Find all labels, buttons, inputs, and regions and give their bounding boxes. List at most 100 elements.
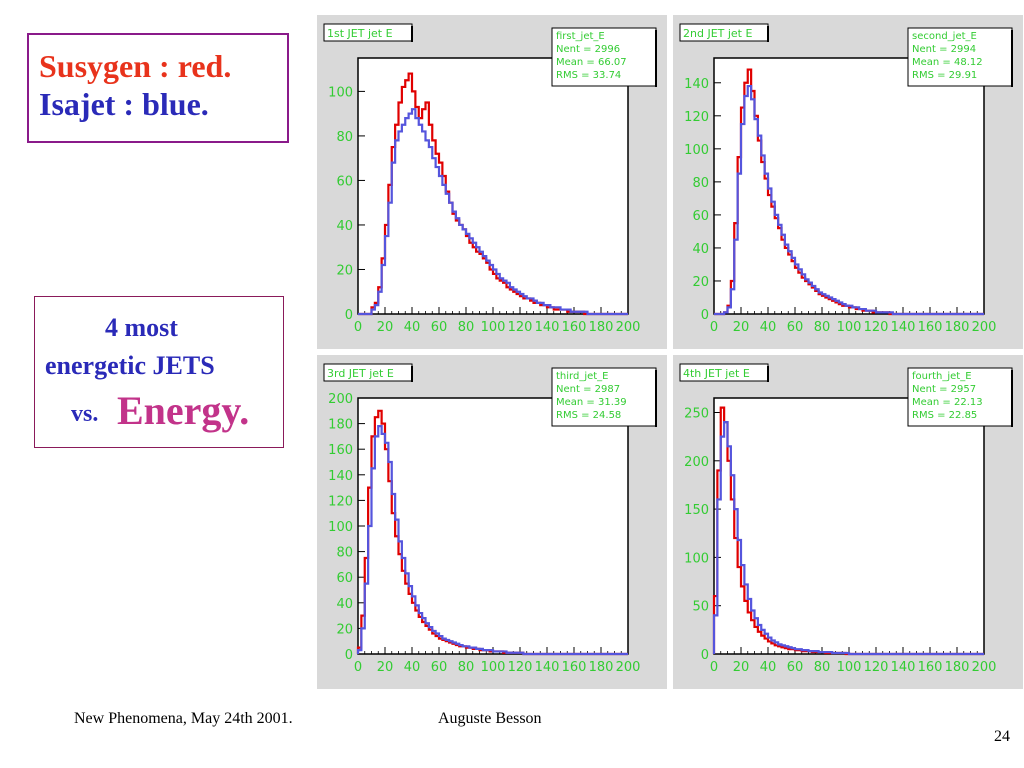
x-tick-label: 60	[431, 320, 448, 335]
y-tick-label: 250	[684, 406, 709, 421]
footer-event: New Phenomena, May 24th 2001.	[74, 710, 293, 727]
y-tick-label: 150	[684, 503, 709, 518]
plot-area	[713, 397, 985, 655]
description-box: 4 most energetic JETS vs. Energy.	[34, 296, 284, 448]
histogram-panel-2: 2nd JET jet E second_jet_E Nent = 2994 Mean…	[672, 14, 1024, 350]
x-tick-label: 40	[760, 660, 777, 675]
plot-area	[713, 57, 985, 315]
histogram-title: 4th JET jet E	[683, 367, 750, 380]
legend-box: Susygen : red. Isajet : blue.	[27, 33, 289, 143]
stats-rms: RMS = 24.58	[556, 410, 621, 421]
x-tick-label: 120	[864, 660, 889, 675]
footer-author: Auguste Besson	[438, 710, 542, 727]
x-tick-label: 60	[787, 660, 804, 675]
x-tick-label: 0	[354, 660, 362, 675]
x-tick-label: 200	[616, 320, 641, 335]
x-tick-label: 60	[787, 320, 804, 335]
x-tick-label: 20	[733, 320, 750, 335]
stats-mean: Mean = 31.39	[556, 397, 627, 408]
x-tick-label: 20	[377, 320, 394, 335]
x-tick-label: 200	[616, 660, 641, 675]
y-tick-label: 40	[336, 219, 353, 234]
y-tick-label: 200	[328, 392, 353, 407]
y-tick-label: 60	[336, 571, 353, 586]
x-tick-label: 180	[589, 660, 614, 675]
stats-name: third_jet_E	[556, 371, 609, 382]
x-tick-label: 160	[918, 320, 943, 335]
series-isajet	[712, 421, 984, 656]
stats-nent: Nent = 2987	[556, 384, 620, 395]
page-number: 24	[994, 728, 1010, 745]
stats-nent: Nent = 2996	[556, 44, 620, 55]
y-tick-label: 0	[701, 648, 709, 663]
stats-rms: RMS = 22.85	[912, 410, 977, 421]
stats-name: second_jet_E	[912, 31, 977, 42]
y-tick-label: 200	[684, 455, 709, 470]
stats-box	[551, 27, 657, 87]
stats-mean: Mean = 22.13	[912, 397, 983, 408]
plot-area	[357, 57, 629, 315]
x-tick-label: 120	[508, 320, 533, 335]
x-tick-label: 140	[535, 320, 560, 335]
y-tick-label: 100	[328, 520, 353, 535]
description-line1: 4 most	[105, 313, 178, 342]
y-tick-label: 0	[345, 648, 353, 663]
legend-isajet: Isajet : blue.	[39, 86, 209, 122]
x-tick-label: 80	[458, 320, 475, 335]
y-tick-label: 40	[692, 242, 709, 257]
x-tick-label: 0	[710, 320, 718, 335]
x-tick-label: 180	[945, 660, 970, 675]
y-tick-label: 0	[345, 308, 353, 323]
x-tick-label: 100	[481, 660, 506, 675]
x-tick-label: 180	[945, 320, 970, 335]
x-tick-label: 140	[891, 660, 916, 675]
y-tick-label: 100	[684, 143, 709, 158]
x-tick-label: 0	[710, 660, 718, 675]
histogram-2: 2nd JET jet E second_jet_E Nent = 2994 Mean…	[672, 14, 1024, 350]
x-tick-label: 100	[837, 320, 862, 335]
x-tick-label: 60	[431, 660, 448, 675]
x-tick-label: 160	[562, 660, 587, 675]
y-tick-label: 60	[336, 174, 353, 189]
histogram-1: 1st JET jet E first_jet_E Nent = 2996 Mean …	[316, 14, 668, 350]
x-tick-label: 40	[404, 320, 421, 335]
y-tick-label: 50	[692, 600, 709, 615]
x-tick-label: 100	[837, 660, 862, 675]
x-tick-label: 200	[972, 320, 997, 335]
y-tick-label: 100	[328, 85, 353, 100]
y-tick-label: 60	[692, 209, 709, 224]
x-tick-label: 80	[458, 660, 475, 675]
y-tick-label: 140	[328, 469, 353, 484]
description-line2: energetic JETS	[45, 351, 215, 380]
x-tick-label: 40	[760, 320, 777, 335]
series-isajet	[358, 108, 628, 316]
y-tick-label: 180	[328, 418, 353, 433]
x-tick-label: 200	[972, 660, 997, 675]
stats-box	[907, 367, 1013, 427]
y-tick-label: 100	[684, 551, 709, 566]
stats-nent: Nent = 2957	[912, 384, 976, 395]
x-tick-label: 20	[377, 660, 394, 675]
x-tick-label: 100	[481, 320, 506, 335]
x-tick-label: 140	[535, 660, 560, 675]
histogram-panel-1: 1st JET jet E first_jet_E Nent = 2996 Mean …	[316, 14, 668, 350]
x-tick-label: 160	[918, 660, 943, 675]
histogram-3: 3rd JET jet E third_jet_E Nent = 2987 Mean …	[316, 354, 668, 690]
x-tick-label: 0	[354, 320, 362, 335]
y-tick-label: 120	[328, 494, 353, 509]
x-tick-label: 20	[733, 660, 750, 675]
histogram-title: 1st JET jet E	[327, 27, 393, 40]
histogram-panel-3: 3rd JET jet E third_jet_E Nent = 2987 Mean …	[316, 354, 668, 690]
stats-name: fourth_jet_E	[912, 371, 972, 382]
x-tick-label: 80	[814, 320, 831, 335]
histogram-4: 4th JET jet E fourth_jet_E Nent = 2957 Mean…	[672, 354, 1024, 690]
stats-box	[551, 367, 657, 427]
x-tick-label: 80	[814, 660, 831, 675]
y-tick-label: 20	[692, 275, 709, 290]
stats-nent: Nent = 2994	[912, 44, 976, 55]
y-tick-label: 120	[684, 110, 709, 125]
series-isajet	[714, 84, 984, 316]
x-tick-label: 160	[562, 320, 587, 335]
x-tick-label: 120	[864, 320, 889, 335]
x-tick-label: 140	[891, 320, 916, 335]
